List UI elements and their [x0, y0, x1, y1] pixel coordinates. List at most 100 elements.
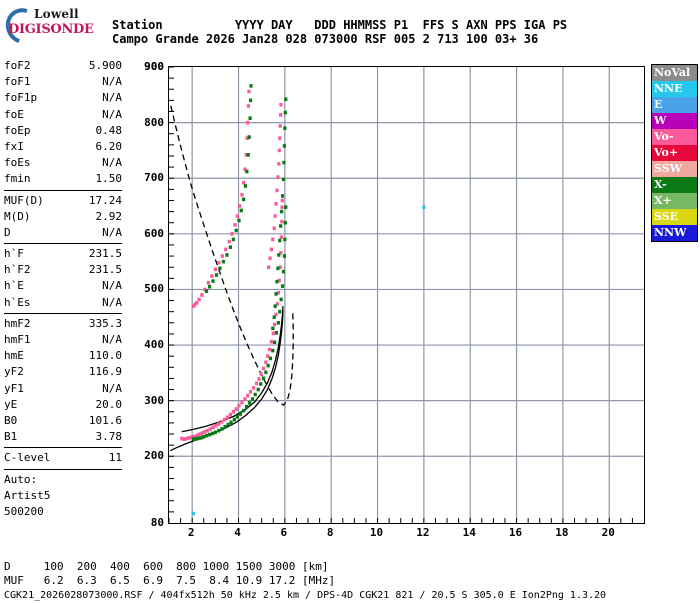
param-key: foF1: [4, 75, 31, 89]
param-row-hf: h`F 231.5: [4, 246, 122, 262]
auto-code: 500200: [4, 504, 44, 518]
lowell-digisonde-logo: Lowell DIGISONDE: [0, 2, 98, 50]
legend-item-w[interactable]: W: [652, 113, 697, 129]
param-row-foes: foEs N/A: [4, 155, 122, 171]
doppler-legend[interactable]: NoVal NNE E W Vo- Vo+ SSW X- X+ SSE NNW: [651, 64, 698, 242]
param-row-he: h`E N/A: [4, 278, 122, 294]
x-tick-20: 20: [601, 526, 615, 539]
param-row-hmf1: hmF1 N/A: [4, 332, 122, 348]
param-row-d: D N/A: [4, 225, 122, 241]
param-value: N/A: [102, 107, 122, 121]
param-key: h`E: [4, 279, 24, 293]
param-key: foE: [4, 107, 24, 121]
param-value: 6.20: [95, 139, 123, 153]
divider: [4, 447, 122, 449]
param-key: h`F2: [4, 263, 31, 277]
param-row-foe: foE N/A: [4, 107, 122, 123]
param-key: B0: [4, 413, 18, 427]
series-second-hop-o-trace-vo-: [191, 89, 251, 308]
station-header: Station YYYY DAY DDD HHMMSS P1 FFS S AXN…: [112, 18, 567, 46]
ionogram-plot[interactable]: [168, 66, 645, 524]
param-key: foEs: [4, 156, 31, 170]
param-value: N/A: [102, 279, 122, 293]
legend-item-ssw[interactable]: SSW: [652, 161, 697, 177]
series-third-hop-o-trace-vo-: [267, 103, 283, 269]
profile-curve: [181, 306, 284, 433]
param-row-yf1: yF1 N/A: [4, 381, 122, 397]
legend-item-nne[interactable]: NNE: [652, 81, 697, 97]
legend-item-x[interactable]: X+: [652, 193, 697, 209]
param-row-ye: yE 20.0: [4, 397, 122, 413]
series-third-hop-x-trace-x-: [271, 97, 288, 331]
param-value: 0.48: [95, 123, 123, 137]
header-labels-row: Station YYYY DAY DDD HHMMSS P1 FFS S AXN…: [112, 18, 568, 32]
x-tick-16: 16: [508, 526, 523, 539]
param-group-virtual-heights: h`F 231.5 h`F2 231.5 h`E N/A h`Es N/A: [4, 246, 122, 311]
param-key: yE: [4, 397, 18, 411]
footer-info: D 100 200 400 600 800 1000 1500 3000 [km…: [4, 560, 606, 603]
param-key: foF2: [4, 59, 31, 72]
param-row-hf2: h`F2 231.5: [4, 262, 122, 278]
y-tick-200: 200: [144, 449, 164, 463]
x-tick-2: 2: [187, 526, 195, 539]
param-value: 17.24: [88, 193, 122, 207]
y-tick-600: 600: [144, 226, 164, 240]
legend-item-x[interactable]: X-: [652, 177, 697, 193]
param-row-foep: foEp 0.48: [4, 123, 122, 139]
param-value: N/A: [102, 156, 122, 170]
param-value: N/A: [102, 295, 122, 309]
y-tick-400: 400: [144, 338, 164, 352]
param-group-clevel: C-level 11: [4, 450, 122, 466]
legend-item-vo[interactable]: Vo+: [652, 145, 697, 161]
auto-scaling-info: Auto: Artist5 500200: [4, 472, 122, 521]
header-values-row: Campo Grande 2026 Jan28 028 073000 RSF 0…: [112, 32, 539, 46]
param-row-fmin: fmin 1.50: [4, 171, 122, 187]
param-key: foEp: [4, 123, 31, 137]
param-row-b0: B0 101.6: [4, 413, 122, 429]
param-group-frequencies: foF2 5.900 foF1 N/A foF1p N/A foE N/A foEp 0.48 fx…: [4, 58, 122, 188]
ionogram-canvas[interactable]: [169, 67, 644, 523]
param-row-fof2: foF2 5.900: [4, 58, 122, 74]
param-key: M(D): [4, 209, 31, 223]
param-key: h`F: [4, 247, 24, 261]
divider: [4, 243, 122, 245]
divider: [4, 312, 122, 314]
legend-item-nnw[interactable]: NNW: [652, 225, 697, 241]
param-key: B1: [4, 430, 18, 444]
divider: [4, 189, 122, 191]
param-value: 110.0: [88, 349, 122, 363]
legend-item-noval[interactable]: NoVal: [652, 65, 697, 81]
param-value: 101.6: [88, 413, 122, 427]
param-key: D: [4, 225, 11, 239]
auto-artist-version: Artist5: [4, 488, 51, 502]
footer-file-row: CGK21_2026028073000.RSF / 404fx512h 50 k…: [4, 590, 607, 601]
param-key: yF1: [4, 381, 24, 395]
y-tick-800: 800: [144, 115, 164, 129]
param-key: hmF1: [4, 333, 31, 346]
profile-curve: [170, 105, 294, 406]
legend-item-sse[interactable]: SSE: [652, 209, 697, 225]
y-tick-80: 80: [150, 516, 164, 529]
param-group-muf: MUF(D) 17.24 M(D) 2.92 D N/A: [4, 193, 122, 242]
y-axis-labels: 200 300 400 500 600 700 800 900 900 80: [128, 0, 164, 600]
param-row-hes: h`Es N/A: [4, 295, 122, 311]
param-value: N/A: [102, 333, 122, 346]
param-value: 11: [108, 451, 122, 465]
param-value: 2.92: [95, 209, 123, 223]
divider: [4, 468, 122, 470]
param-key: h`Es: [4, 295, 31, 309]
param-value: 231.5: [88, 247, 122, 261]
param-row-mufd: MUF(D) 17.24: [4, 193, 122, 209]
param-key: MUF(D): [4, 193, 44, 207]
footer-distance-row: D 100 200 400 600 800 1000 1500 3000 [km…: [4, 560, 329, 573]
legend-item-e[interactable]: E: [652, 97, 697, 113]
y-tick-900: 900: [144, 60, 164, 73]
param-key: foF1p: [4, 91, 38, 105]
legend-item-vo[interactable]: Vo-: [652, 129, 697, 145]
x-tick-12: 12: [416, 526, 430, 539]
param-row-yf2: yF2 116.9: [4, 364, 122, 380]
param-key: fmin: [4, 172, 31, 186]
param-value: 335.3: [88, 316, 122, 330]
param-value: 20.0: [95, 397, 123, 411]
